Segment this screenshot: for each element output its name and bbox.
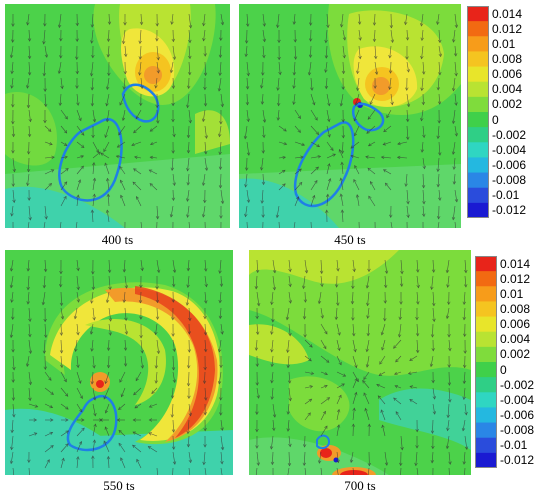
colorbar-tick-label: 0.012 [492, 23, 522, 35]
colorbar-swatch [475, 256, 497, 272]
colorbar-tick-label: -0.012 [500, 454, 534, 466]
caption-550ts: 550 ts [5, 478, 233, 494]
colorbar-tick-label: -0.004 [492, 144, 526, 156]
colorbar-tick-label: -0.002 [492, 129, 526, 141]
colorbar-swatch [475, 407, 497, 423]
colorbar-swatch [467, 6, 489, 22]
colorbar-tick-label: 0 [492, 114, 499, 126]
contour-plot-550ts [5, 250, 233, 475]
caption-450ts: 450 ts [239, 232, 461, 248]
colorbar-tick-label: -0.01 [492, 189, 519, 201]
colorbar-swatch [475, 286, 497, 302]
colorbar-tick-label: 0.008 [492, 53, 522, 65]
colorbar-swatch [475, 438, 497, 454]
colorbar-tick-label: 0.014 [500, 258, 530, 270]
colorbar-swatch [467, 97, 489, 113]
panel-400ts [5, 4, 230, 228]
colorbar-tick-label: 0.004 [492, 83, 522, 95]
colorbar-tick-label: 0.01 [500, 288, 523, 300]
colorbar-tick-label: -0.008 [500, 424, 534, 436]
colorbar-top: 0.014 0.012 0.01 0.008 0.006 0.004 0.002 0 -0.00… [467, 6, 549, 228]
colorbar-swatch [467, 82, 489, 98]
colorbar-tick-label: 0 [500, 364, 507, 376]
colorbar-swatch [475, 362, 497, 378]
colorbar-tick-label: 0.008 [500, 303, 530, 315]
colorbar-bottom-swatches [475, 256, 497, 468]
colorbar-tick-label: -0.01 [500, 439, 527, 451]
colorbar-swatch [467, 188, 489, 204]
contour-plot-450ts [239, 4, 461, 228]
colorbar-swatch [475, 332, 497, 348]
colorbar-swatch [467, 157, 489, 173]
colorbar-swatch [475, 377, 497, 393]
colorbar-tick-label: 0.002 [500, 348, 530, 360]
caption-700ts: 700 ts [249, 478, 471, 494]
colorbar-swatch [475, 453, 497, 468]
colorbar-swatch [475, 347, 497, 363]
colorbar-swatch [467, 112, 489, 128]
colorbar-tick-label: -0.012 [492, 204, 526, 216]
colorbar-swatch [475, 271, 497, 287]
contour-plot-700ts [249, 250, 471, 475]
colorbar-swatch [467, 173, 489, 189]
contour-plot-400ts [5, 4, 230, 228]
colorbar-top-swatches [467, 6, 489, 218]
colorbar-swatch [475, 392, 497, 408]
colorbar-swatch [467, 142, 489, 158]
colorbar-tick-label: 0.004 [500, 333, 530, 345]
colorbar-swatch [467, 36, 489, 52]
colorbar-tick-label: -0.006 [500, 409, 534, 421]
colorbar-tick-label: -0.002 [500, 379, 534, 391]
colorbar-swatch [475, 301, 497, 317]
colorbar-tick-label: -0.004 [500, 394, 534, 406]
panel-550ts [5, 250, 233, 475]
colorbar-bottom: 0.014 0.012 0.01 0.008 0.006 0.004 0.002 0 -0.00… [475, 256, 550, 478]
colorbar-tick-label: 0.006 [492, 68, 522, 80]
colorbar-tick-label: 0.002 [492, 98, 522, 110]
colorbar-swatch [475, 423, 497, 439]
colorbar-swatch [467, 67, 489, 83]
panel-700ts [249, 250, 471, 475]
caption-400ts: 400 ts [5, 232, 230, 248]
colorbar-tick-label: 0.014 [492, 8, 522, 20]
colorbar-tick-label: -0.008 [492, 174, 526, 186]
colorbar-swatch [467, 127, 489, 143]
colorbar-tick-label: -0.006 [492, 159, 526, 171]
colorbar-tick-label: 0.01 [492, 38, 515, 50]
colorbar-swatch [475, 317, 497, 333]
colorbar-swatch [467, 51, 489, 67]
panel-450ts [239, 4, 461, 228]
colorbar-tick-label: 0.012 [500, 273, 530, 285]
colorbar-swatch [467, 203, 489, 218]
colorbar-tick-label: 0.006 [500, 318, 530, 330]
colorbar-swatch [467, 21, 489, 37]
